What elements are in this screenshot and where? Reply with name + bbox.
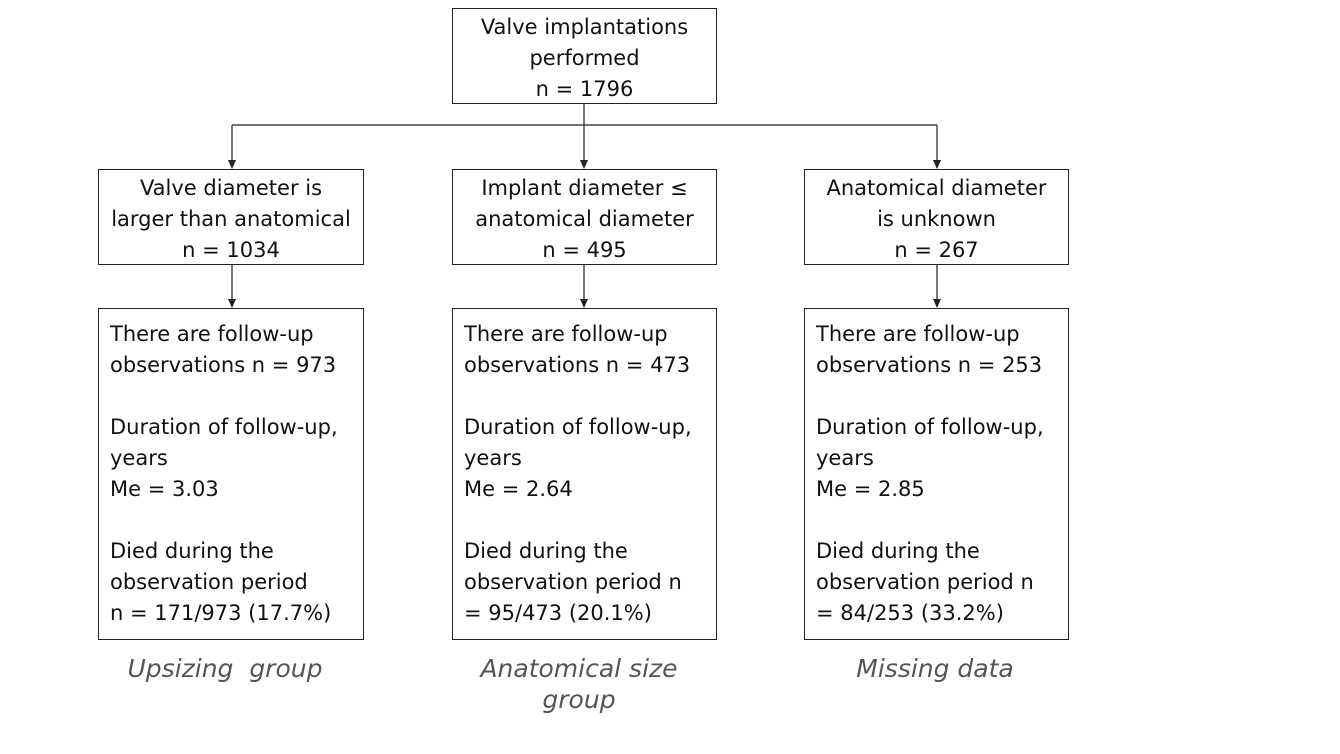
missing-data-caption: Missing data — [802, 653, 1068, 684]
died-line-3: = 95/473 (20.1%) — [464, 601, 652, 625]
died-line-2: observation period n — [816, 570, 1034, 594]
root-line-1: Valve implantations — [480, 15, 689, 39]
anatomical-size-group-caption: Anatomical size group — [446, 653, 712, 715]
duration-median: Me = 2.64 — [464, 477, 573, 501]
header-line-1: Implant diameter ≤ — [481, 176, 688, 200]
upsizing-header-box: Valve diameter is larger than anatomical… — [98, 169, 364, 265]
died-line-1: Died during the — [110, 539, 274, 563]
followup-line-2: observations n = 973 — [110, 353, 337, 377]
died-line-2: observation period — [110, 570, 308, 594]
duration-line-1: Duration of follow-up, — [816, 415, 1044, 439]
duration-line-1: Duration of follow-up, — [464, 415, 692, 439]
root-line-3: n = 1796 — [535, 77, 634, 101]
anatomical-header-box: Implant diameter ≤ anatomical diameter n… — [452, 169, 717, 265]
header-line-1: Anatomical diameter — [826, 176, 1047, 200]
died-line-3: = 84/253 (33.2%) — [816, 601, 1004, 625]
followup-line-1: There are follow-up — [110, 322, 314, 346]
header-line-1: Valve diameter is — [139, 176, 323, 200]
missing-header-box: Anatomical diameter is unknown n = 267 — [804, 169, 1069, 265]
caption-line-1: Upsizing group — [127, 654, 323, 683]
upsizing-details-box: There are follow-up observations n = 973… — [98, 308, 364, 640]
anatomical-details-box: There are follow-up observations n = 473… — [452, 308, 717, 640]
duration-line-1: Duration of follow-up, — [110, 415, 338, 439]
duration-line-2: years — [816, 446, 874, 470]
duration-line-2: years — [110, 446, 168, 470]
root-line-2: performed — [529, 46, 640, 70]
died-line-1: Died during the — [464, 539, 628, 563]
header-line-3: n = 1034 — [182, 238, 280, 262]
caption-line-2: group — [542, 685, 616, 714]
header-line-3: n = 267 — [894, 238, 979, 262]
followup-line-2: observations n = 253 — [816, 353, 1043, 377]
header-line-2: is unknown — [877, 207, 996, 231]
followup-line-1: There are follow-up — [816, 322, 1020, 346]
missing-details-box: There are follow-up observations n = 253… — [804, 308, 1069, 640]
caption-line-1: Anatomical size — [480, 654, 678, 683]
died-line-2: observation period n — [464, 570, 682, 594]
duration-line-2: years — [464, 446, 522, 470]
caption-line-1: Missing data — [856, 654, 1014, 683]
died-line-3: n = 171/973 (17.7%) — [110, 601, 332, 625]
followup-line-2: observations n = 473 — [464, 353, 691, 377]
died-line-1: Died during the — [816, 539, 980, 563]
root-box: Valve implantations performed n = 1796 — [452, 8, 717, 104]
header-line-3: n = 495 — [542, 238, 627, 262]
header-line-2: anatomical diameter — [475, 207, 694, 231]
upsizing-group-caption: Upsizing group — [92, 653, 358, 684]
header-line-2: larger than anatomical — [111, 207, 351, 231]
followup-line-1: There are follow-up — [464, 322, 668, 346]
duration-median: Me = 3.03 — [110, 477, 219, 501]
duration-median: Me = 2.85 — [816, 477, 925, 501]
